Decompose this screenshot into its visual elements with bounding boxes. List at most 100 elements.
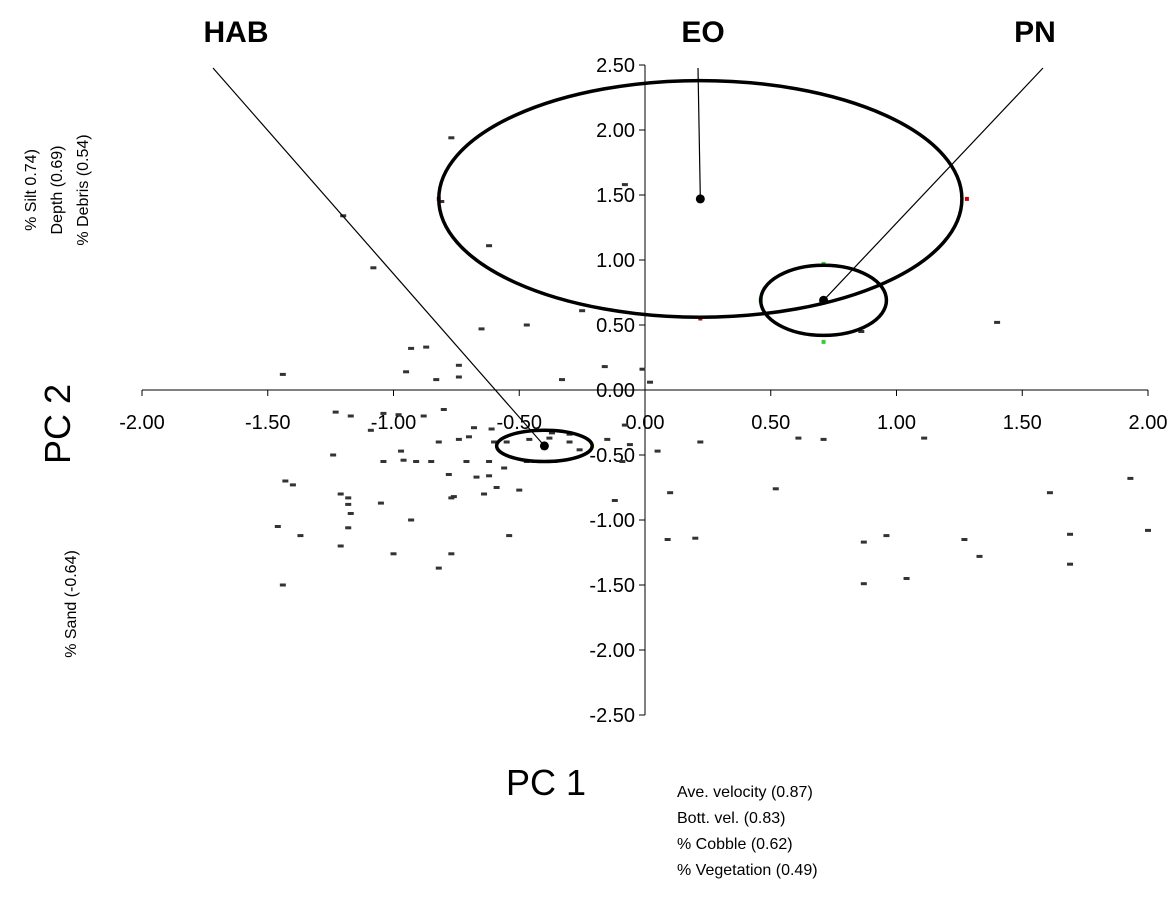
y-tick-label: 0.00 bbox=[596, 380, 635, 402]
data-point bbox=[279, 583, 286, 587]
data-point bbox=[279, 372, 286, 376]
x-loading-1: Ave. velocity (0.87) bbox=[677, 784, 813, 801]
data-point bbox=[860, 540, 867, 544]
data-point bbox=[516, 488, 523, 492]
data-point bbox=[345, 526, 352, 530]
x-tick-label: 1.00 bbox=[877, 412, 916, 434]
group-label-eo: EO bbox=[681, 16, 724, 49]
data-point bbox=[380, 460, 387, 463]
data-point bbox=[994, 320, 1001, 324]
y-tick-label: 0.50 bbox=[596, 315, 635, 337]
data-point bbox=[601, 365, 608, 369]
x-tick-label: 1.50 bbox=[1003, 412, 1042, 434]
x-tick-label: 2.00 bbox=[1129, 412, 1168, 434]
data-point bbox=[647, 380, 654, 384]
data-point bbox=[440, 408, 447, 411]
y-loading-sand: % Sand (-0.64) bbox=[63, 550, 80, 658]
data-point bbox=[619, 460, 626, 463]
y-tick-label: -2.50 bbox=[589, 705, 635, 727]
data-point bbox=[345, 502, 352, 506]
data-point bbox=[486, 474, 493, 478]
data-point bbox=[697, 440, 704, 444]
y-tick-label: -1.00 bbox=[589, 510, 635, 532]
data-point bbox=[433, 378, 440, 382]
y-loading-debris: % Debris (0.54) bbox=[75, 134, 92, 245]
data-point bbox=[400, 458, 407, 462]
data-point bbox=[478, 327, 485, 331]
data-point bbox=[491, 440, 498, 444]
data-point bbox=[455, 375, 462, 379]
data-point bbox=[470, 426, 477, 430]
data-point bbox=[664, 538, 671, 541]
data-points bbox=[274, 136, 1151, 587]
x-loading-3: % Cobble (0.62) bbox=[677, 836, 793, 853]
x-tick-label: 0.00 bbox=[626, 412, 665, 434]
x-axis-title: PC 1 bbox=[506, 762, 586, 803]
data-point bbox=[398, 449, 405, 453]
data-point bbox=[860, 582, 867, 586]
data-point bbox=[408, 518, 415, 522]
axes bbox=[141, 64, 1149, 716]
data-point bbox=[486, 460, 493, 463]
data-point bbox=[297, 534, 304, 538]
y-tick-label: 2.00 bbox=[596, 120, 635, 142]
data-point bbox=[559, 378, 566, 382]
data-point bbox=[621, 183, 628, 187]
data-point bbox=[486, 244, 493, 248]
data-point bbox=[337, 544, 344, 548]
group-leader-eo bbox=[697, 67, 701, 199]
data-point bbox=[481, 492, 488, 496]
data-point bbox=[390, 552, 397, 556]
data-point bbox=[1046, 491, 1053, 495]
data-point bbox=[883, 534, 890, 538]
data-point bbox=[455, 363, 462, 367]
data-point bbox=[377, 501, 384, 505]
data-point bbox=[692, 536, 699, 540]
y-tick-label: 2.50 bbox=[596, 55, 635, 77]
data-point bbox=[448, 552, 455, 556]
x-tick-label: 0.50 bbox=[751, 412, 790, 434]
data-point bbox=[448, 496, 455, 500]
data-point bbox=[903, 577, 910, 580]
data-point bbox=[772, 487, 779, 491]
x-loading-4: % Vegetation (0.49) bbox=[677, 862, 818, 879]
data-point bbox=[435, 566, 442, 570]
colored-point bbox=[964, 196, 969, 201]
data-point bbox=[403, 370, 410, 374]
x-tick-label: -1.50 bbox=[245, 412, 291, 434]
data-point bbox=[347, 414, 354, 418]
data-point bbox=[1067, 562, 1074, 566]
y-tick-label: 1.00 bbox=[596, 250, 635, 272]
data-point bbox=[473, 475, 480, 479]
y-axis-title: PC 2 bbox=[37, 384, 78, 464]
data-point bbox=[576, 448, 583, 452]
group-label-hab: HAB bbox=[204, 16, 269, 49]
y-tick-label: -1.50 bbox=[589, 575, 635, 597]
x-tick-label: -1.00 bbox=[371, 412, 417, 434]
data-point bbox=[667, 491, 674, 495]
data-point bbox=[282, 479, 289, 483]
data-point bbox=[858, 330, 865, 333]
colored-point bbox=[821, 339, 826, 344]
data-point bbox=[345, 496, 352, 500]
data-point bbox=[423, 345, 430, 349]
data-point bbox=[921, 436, 928, 440]
data-point bbox=[438, 200, 445, 203]
data-point bbox=[1067, 532, 1074, 536]
data-point bbox=[526, 437, 533, 441]
group-ellipse-pn bbox=[758, 263, 889, 338]
data-point bbox=[639, 367, 646, 371]
data-point bbox=[493, 486, 500, 489]
data-point bbox=[274, 525, 281, 528]
data-point bbox=[506, 534, 513, 538]
y-loading-silt: % Silt 0.74) bbox=[23, 149, 40, 231]
data-point bbox=[448, 136, 455, 140]
data-point bbox=[465, 435, 472, 439]
data-point bbox=[347, 512, 354, 515]
x-tick-label: -2.00 bbox=[119, 412, 165, 434]
group-ellipse-eo bbox=[437, 78, 964, 319]
data-point bbox=[413, 460, 420, 463]
data-point bbox=[408, 346, 415, 350]
data-point bbox=[548, 431, 555, 435]
